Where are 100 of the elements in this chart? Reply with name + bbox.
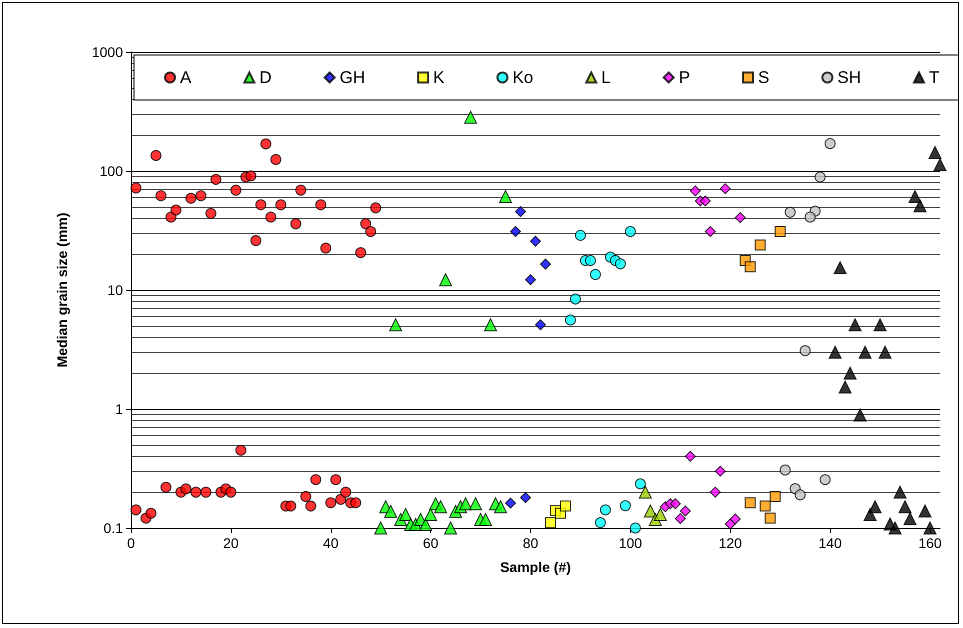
point — [540, 258, 551, 270]
point — [584, 254, 596, 266]
point — [389, 318, 402, 332]
point — [499, 190, 512, 204]
point — [638, 486, 652, 499]
x-tick-label: 160 — [918, 535, 942, 551]
point — [744, 497, 756, 508]
point — [245, 170, 256, 182]
point — [150, 150, 162, 161]
point — [838, 380, 852, 394]
point — [824, 138, 836, 150]
point — [834, 261, 847, 274]
point — [235, 444, 246, 456]
point — [300, 490, 312, 502]
point — [888, 522, 902, 534]
x-tick-label: 0 — [127, 535, 136, 551]
point — [325, 497, 336, 508]
point — [130, 182, 142, 194]
point — [145, 508, 156, 519]
point — [784, 206, 796, 218]
point — [250, 235, 262, 246]
point — [340, 486, 352, 498]
point — [720, 183, 731, 194]
point — [225, 486, 236, 498]
x-axis-title: Sample (#) — [500, 559, 571, 575]
x-tick-label: 120 — [718, 535, 742, 551]
point — [434, 500, 448, 514]
point — [270, 154, 282, 165]
x-tick-label: 140 — [818, 535, 842, 551]
point — [479, 512, 492, 526]
point — [265, 212, 276, 223]
point — [764, 512, 776, 524]
point — [330, 474, 342, 486]
point — [230, 184, 242, 196]
point — [844, 366, 857, 380]
point — [684, 450, 696, 462]
x-tick-label: 20 — [223, 535, 239, 551]
point — [285, 500, 296, 512]
legend-label: T — [928, 68, 940, 87]
point — [444, 522, 458, 534]
point — [469, 497, 482, 510]
point — [419, 518, 432, 532]
point — [525, 274, 536, 286]
point — [305, 500, 316, 512]
legend-label: A — [180, 68, 192, 87]
point — [914, 199, 927, 212]
point — [320, 242, 332, 254]
point — [205, 208, 216, 219]
point — [564, 314, 576, 326]
y-tick-label: 10 — [107, 282, 124, 298]
point — [170, 204, 182, 216]
point — [185, 192, 196, 204]
point — [200, 486, 212, 498]
point — [760, 500, 771, 512]
point — [804, 212, 816, 223]
legend-label: L — [601, 68, 611, 87]
point — [700, 195, 711, 206]
point — [355, 247, 366, 258]
point — [350, 497, 362, 508]
legend-label: GH — [340, 68, 366, 87]
point — [275, 199, 286, 210]
point — [814, 172, 826, 183]
point — [165, 212, 176, 223]
point — [634, 478, 646, 490]
point — [858, 346, 872, 359]
point — [180, 483, 192, 494]
point — [399, 508, 412, 521]
point — [384, 504, 398, 518]
point — [530, 236, 541, 247]
point — [484, 318, 498, 332]
point — [774, 226, 786, 238]
legend-label: S — [758, 68, 770, 87]
x-tick-label: 60 — [422, 535, 439, 551]
point — [464, 110, 478, 124]
point — [644, 504, 657, 518]
point — [494, 500, 508, 514]
point — [190, 486, 202, 498]
point — [820, 474, 831, 486]
point — [424, 508, 438, 521]
point — [744, 261, 756, 272]
point — [730, 514, 741, 525]
x-tick-label: 40 — [322, 535, 339, 551]
point — [710, 486, 721, 498]
point — [874, 318, 887, 332]
point — [714, 466, 726, 477]
y-tick-label: 100 — [100, 163, 124, 179]
point — [155, 190, 166, 202]
point — [520, 492, 532, 504]
point — [260, 138, 272, 150]
point — [690, 185, 701, 196]
y-tick-label: 1 — [115, 401, 124, 417]
point — [828, 346, 842, 359]
point — [510, 226, 522, 238]
legend-label: D — [259, 68, 272, 87]
point — [670, 498, 681, 510]
point — [770, 490, 781, 502]
point — [848, 318, 862, 332]
y-tick-label: 0.1 — [104, 520, 124, 536]
point — [374, 522, 388, 534]
point — [924, 522, 937, 534]
